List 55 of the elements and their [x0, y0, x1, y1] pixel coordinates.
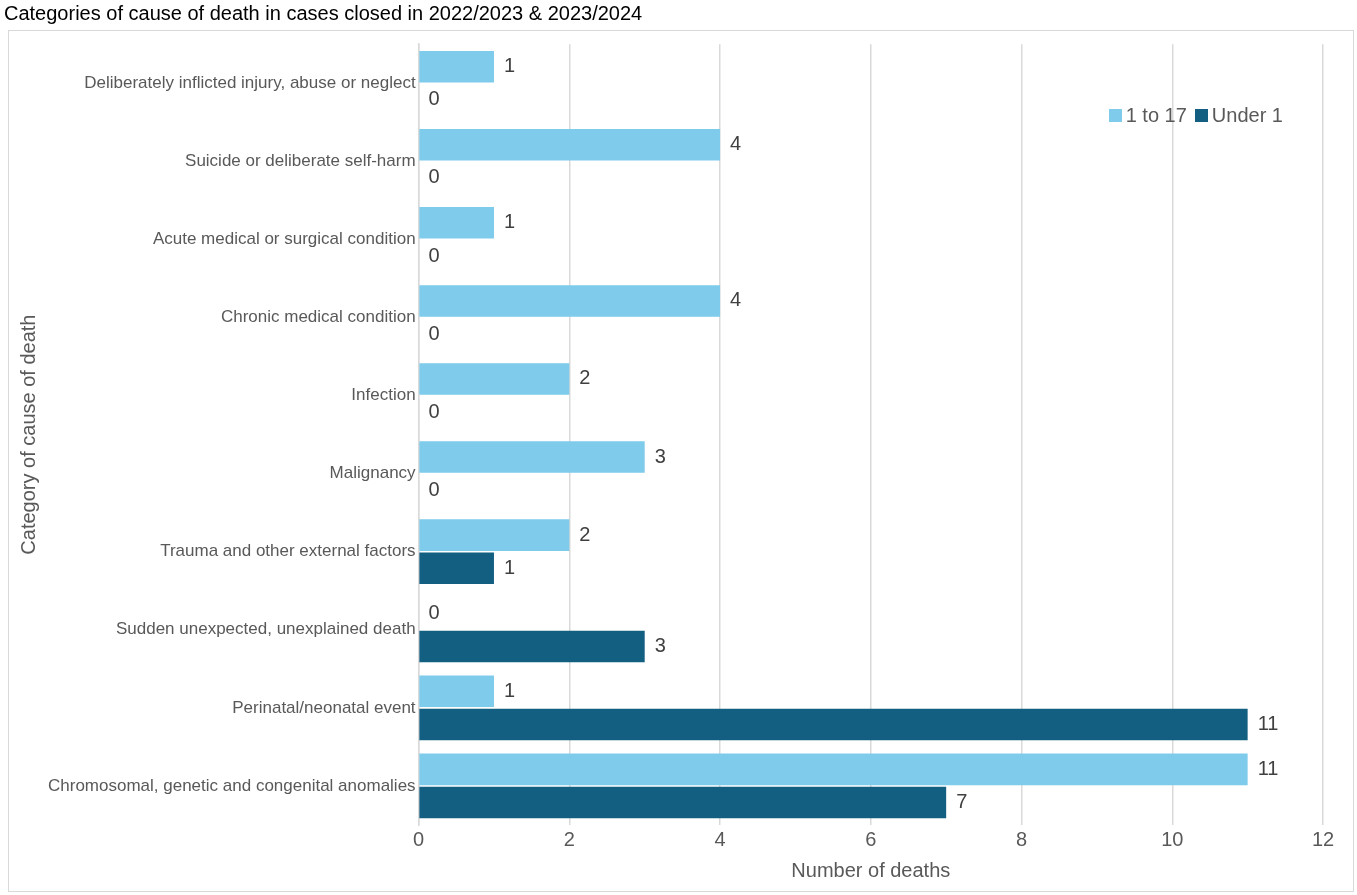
x-tick-label: 0	[413, 827, 425, 850]
bar	[419, 50, 494, 83]
y-tick-label: Malignancy	[329, 463, 417, 483]
bar	[419, 675, 494, 708]
y-tick-label: Perinatal/neonatal event	[232, 697, 416, 717]
data-label: 0	[428, 600, 440, 623]
x-tick-label: 8	[1015, 827, 1028, 850]
bar	[419, 128, 721, 161]
x-tick-label: 6	[865, 827, 877, 850]
data-label: 1	[503, 555, 516, 578]
bar	[419, 285, 721, 317]
x-tick-label: 10	[1161, 827, 1184, 850]
legend-label: 1 to 17	[1125, 104, 1187, 127]
data-label: 0	[428, 243, 440, 266]
bar	[419, 207, 494, 239]
data-label: 3	[654, 633, 666, 656]
chart-title: Categories of cause of death in cases closed in 2022/2023 & 2023/2024	[3, 1, 644, 26]
bar	[419, 753, 1248, 786]
data-label: 0	[428, 477, 440, 500]
bar	[419, 519, 570, 551]
data-label: 0	[428, 321, 440, 344]
y-tick-label: Trauma and other external factors	[160, 541, 416, 561]
y-tick-label: Suicide or deliberate self-harm	[185, 151, 416, 171]
data-label: 11	[1257, 711, 1279, 734]
bar	[419, 786, 947, 819]
data-label: 4	[730, 288, 742, 311]
y-tick-label: Deliberately inflicted injury, abuse or neglect	[84, 72, 416, 92]
y-tick-label: Acute medical or surgical condition	[152, 229, 416, 249]
y-tick-label: Infection	[351, 385, 416, 405]
data-label: 7	[956, 790, 968, 813]
bar	[419, 708, 1248, 741]
data-label: 0	[428, 399, 440, 422]
data-label: 4	[730, 132, 742, 155]
data-label: 1	[503, 210, 516, 233]
x-axis-title: Number of deaths	[791, 858, 951, 881]
y-tick-label: Chromosomal, genetic and congenital anomalies	[47, 775, 416, 795]
y-axis-title: Category of cause of death	[16, 314, 39, 555]
data-label: 0	[428, 165, 440, 188]
y-tick-label: Sudden unexpected, unexplained death	[115, 619, 416, 639]
data-label: 0	[428, 87, 440, 110]
data-label: 1	[503, 54, 516, 77]
bar	[419, 363, 570, 395]
bar	[419, 552, 494, 585]
data-label: 1	[503, 678, 516, 701]
x-tick-label: 4	[714, 827, 726, 850]
data-label: 2	[579, 522, 591, 545]
x-tick-label: 12	[1311, 827, 1335, 850]
data-label: 11	[1257, 756, 1279, 779]
bar	[419, 630, 645, 663]
legend-label: Under 1	[1211, 104, 1283, 127]
y-tick-label: Chronic medical condition	[220, 307, 416, 327]
x-tick-label: 2	[563, 827, 575, 850]
data-label: 2	[579, 366, 591, 389]
bar	[419, 441, 645, 473]
data-label: 3	[654, 444, 666, 467]
